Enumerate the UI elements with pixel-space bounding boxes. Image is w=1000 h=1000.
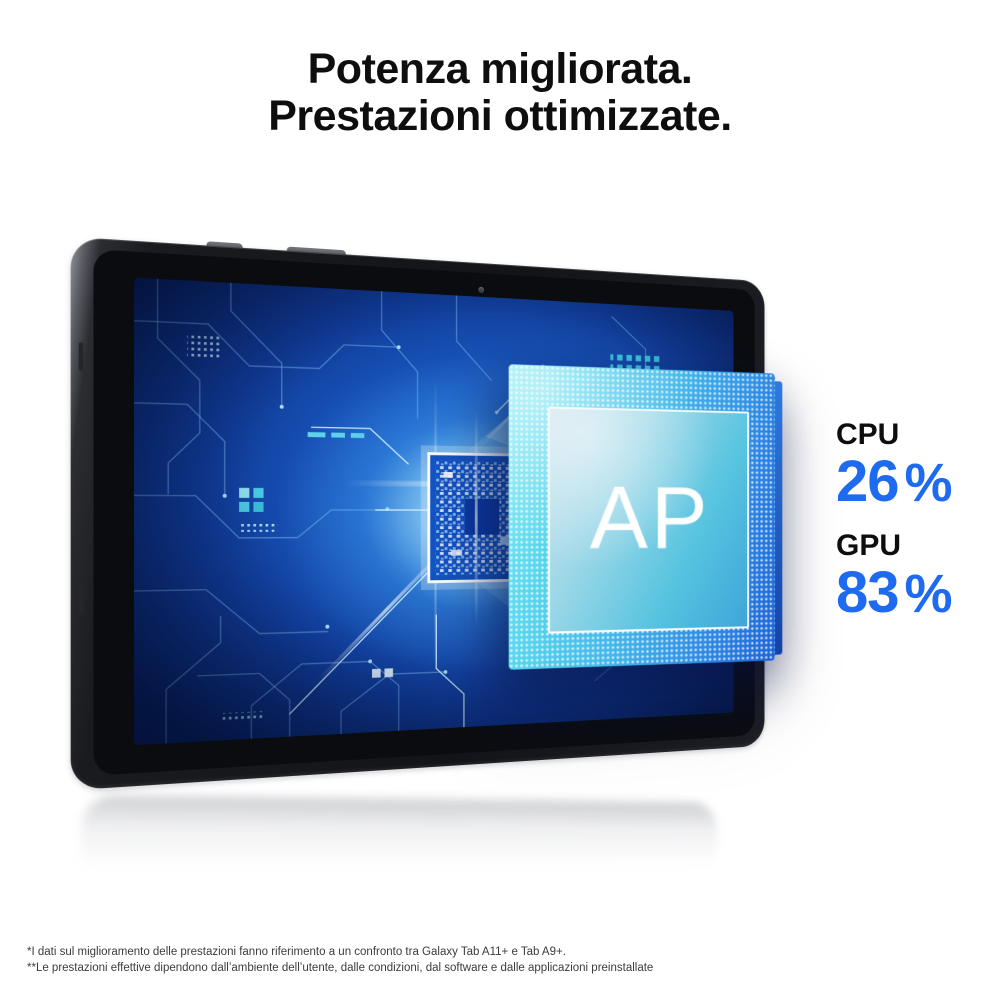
antenna-slot <box>78 585 84 614</box>
ap-chip-die: AP <box>547 406 750 634</box>
gpu-stat-unit: % <box>904 564 953 624</box>
ap-chip-label: AP <box>589 467 711 568</box>
front-camera-dot <box>477 286 484 294</box>
antenna-slot <box>78 342 84 371</box>
performance-stats: CPU 26 % GPU 83 % <box>836 418 953 640</box>
tablet-reflection <box>81 794 718 896</box>
footnotes: *I dati sul miglioramento delle prestazi… <box>27 944 653 976</box>
footnote-line-2: **Le prestazioni effettive dipendono dal… <box>27 962 654 974</box>
gpu-stat-value-row: 83 % <box>836 560 953 625</box>
cpu-stat-value-row: 26 % <box>836 449 953 514</box>
footnote-line-1: *I dati sul miglioramento delle prestazi… <box>27 946 566 958</box>
page-title: Potenza migliorata. Prestazioni ottimizz… <box>0 46 1000 140</box>
gpu-stat-label: GPU <box>836 529 902 562</box>
gpu-stat-value: 83 <box>836 560 900 625</box>
cpu-stat: CPU 26 % <box>836 418 953 514</box>
page-title-line2: Prestazioni ottimizzate. <box>268 92 732 140</box>
ap-chip: AP <box>508 364 783 670</box>
cpu-stat-label: CPU <box>836 418 900 451</box>
gpu-stat: GPU 83 % <box>836 529 953 625</box>
cpu-stat-unit: % <box>904 453 953 513</box>
page-title-line1: Potenza migliorata. <box>307 45 693 93</box>
cpu-stat-value: 26 <box>836 449 900 514</box>
